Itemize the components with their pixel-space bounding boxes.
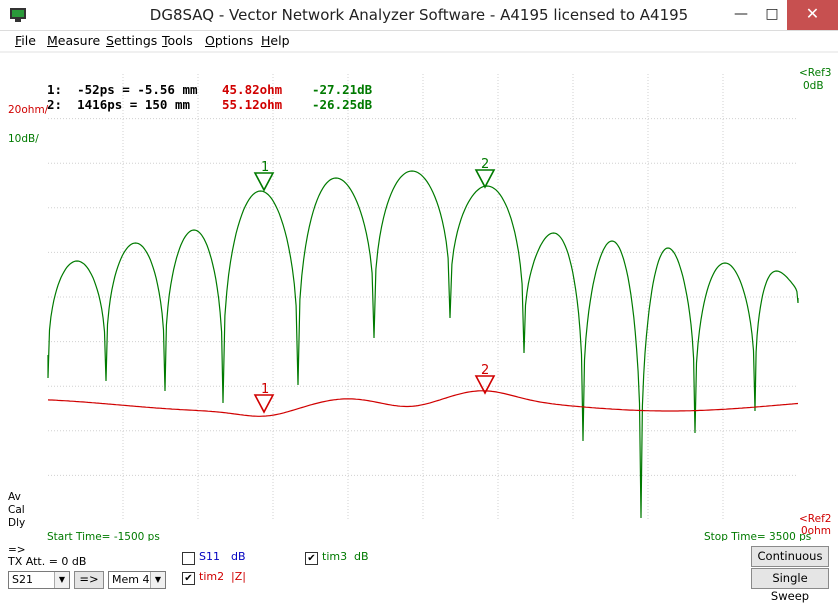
chevron-down-icon[interactable]: ▼ xyxy=(150,572,165,588)
marker-1-green-label: 1 xyxy=(261,160,269,175)
menu-settings[interactable]: Settings xyxy=(106,33,158,48)
minimize-button[interactable]: — xyxy=(734,6,748,22)
continuous-button[interactable]: Continuous xyxy=(751,546,829,567)
readout-row-2: 2: 1416ps = 150 mm xyxy=(47,97,191,112)
memory-select-value: Mem 4 xyxy=(112,573,150,586)
menu-bar: File Measure Settings Tools Options Help xyxy=(0,31,838,51)
scale-red-label: 20ohm/ xyxy=(8,104,49,116)
marker-2-red: 2 xyxy=(474,363,496,395)
ref3-value: 0dB xyxy=(803,80,824,92)
title-bar: DG8SAQ - Vector Network Analyzer Softwar… xyxy=(0,0,838,31)
stop-time: Stop Time= 3500 ps xyxy=(704,531,812,543)
transfer-button[interactable]: => xyxy=(74,571,104,589)
s11-checkbox[interactable] xyxy=(182,552,195,565)
marker-1-red: 1 xyxy=(253,382,275,414)
marker-1-green: 1 xyxy=(253,160,275,192)
chevron-down-icon[interactable]: ▼ xyxy=(54,572,69,588)
trace-plot[interactable]: 1 2 1 2 xyxy=(0,53,838,541)
red-trace-tim2 xyxy=(47,390,799,417)
plot-area[interactable]: 1 2 1 2 1: -52ps = -5.56 mm 45.82ohm -27… xyxy=(0,53,838,543)
single-sweep-button[interactable]: Single Sweep xyxy=(751,568,829,603)
plot-grid xyxy=(48,74,798,520)
marker-1-red-label: 1 xyxy=(261,382,269,397)
status-av: Av xyxy=(8,491,21,503)
s11-trace-unit: dB xyxy=(231,550,246,563)
readout-2-db: -26.25dB xyxy=(312,97,373,112)
tim3-checkbox[interactable]: ✔ xyxy=(305,552,318,565)
ref2-label: <Ref2 xyxy=(799,513,832,525)
window-title: DG8SAQ - Vector Network Analyzer Softwar… xyxy=(149,6,689,24)
readout-1-impedance: 45.82ohm xyxy=(222,82,283,97)
control-panel: => TX Att. = 0 dB S21 ▼ => Mem 4 ▼ S11 d… xyxy=(0,541,838,616)
menu-tools[interactable]: Tools xyxy=(162,33,193,48)
app-icon xyxy=(10,8,26,22)
menu-options[interactable]: Options xyxy=(205,33,254,48)
start-time: Start Time= -1500 ps xyxy=(47,531,160,543)
ref2-value: 0ohm xyxy=(801,525,831,537)
marker-2-green-label: 2 xyxy=(481,157,489,172)
arrow-indicator: => xyxy=(8,544,26,556)
menu-measure[interactable]: Measure xyxy=(47,33,101,48)
marker-2-green: 2 xyxy=(474,157,496,189)
memory-select[interactable]: Mem 4 ▼ xyxy=(108,571,166,589)
s-param-select[interactable]: S21 ▼ xyxy=(8,571,70,589)
green-trace-tim3 xyxy=(47,170,799,519)
readout-1-db: -27.21dB xyxy=(312,82,373,97)
ref3-label: <Ref3 xyxy=(799,67,832,79)
scale-green-label: 10dB/ xyxy=(8,133,39,145)
tim2-trace-unit: |Z| xyxy=(231,570,246,583)
tim2-trace-name: tim2 xyxy=(199,570,225,583)
marker-2-red-label: 2 xyxy=(481,363,489,378)
tim3-trace-unit: dB xyxy=(354,550,369,563)
tim2-checkbox[interactable]: ✔ xyxy=(182,572,195,585)
close-button[interactable]: ✕ xyxy=(787,0,838,30)
status-cal: Cal xyxy=(8,504,25,516)
menu-help[interactable]: Help xyxy=(261,33,290,48)
tx-att-label: TX Att. = 0 dB xyxy=(8,555,87,568)
s-param-select-value: S21 xyxy=(12,573,33,586)
readout-row-1: 1: -52ps = -5.56 mm xyxy=(47,82,198,97)
readout-2-impedance: 55.12ohm xyxy=(222,97,283,112)
maximize-button[interactable]: □ xyxy=(765,6,779,22)
menu-file[interactable]: File xyxy=(15,33,36,48)
tim3-trace-name: tim3 xyxy=(322,550,348,563)
status-dly: Dly xyxy=(8,517,26,529)
s11-trace-name: S11 xyxy=(199,550,220,563)
